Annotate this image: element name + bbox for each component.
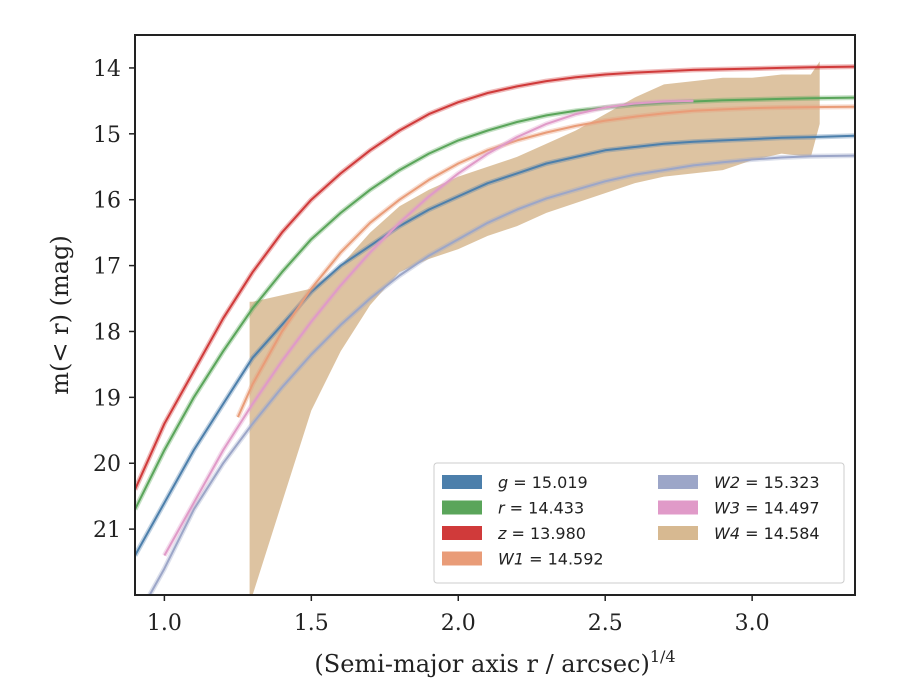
legend-box (433, 462, 845, 584)
y-tick-label: 14 (93, 57, 121, 82)
series-line-z (135, 65, 855, 491)
legend-label-w4: W4 = 14.584 (714, 524, 820, 543)
legend-swatch-w1 (442, 551, 482, 566)
y-axis-label: m(< r) (mag) (46, 235, 74, 394)
series-line-w1 (236, 105, 855, 418)
x-tick-label: 1.0 (147, 611, 182, 636)
y-tick-label: 15 (93, 123, 121, 148)
legend-swatch-w3 (658, 500, 698, 515)
ticks-layer: 1.0 1.5 2.0 2.5 3.0 14 15 16 17 18 19 20 21 (93, 57, 770, 636)
legend-swatch-r (442, 500, 482, 515)
x-tick-label: 1.5 (294, 611, 329, 636)
x-tick-label: 2.0 (441, 611, 476, 636)
y-tick-label: 16 (93, 189, 121, 214)
y-tick-label: 18 (93, 320, 121, 345)
legend-label-z: z = 13.980 (497, 524, 586, 543)
legend-swatch-g (442, 475, 482, 489)
plot-frame (134, 34, 856, 596)
legend-label-g: g = 15.019 (498, 473, 588, 492)
x-axis-label: (Semi-major axis r / arcsec)1/4 (314, 647, 675, 678)
series-line-w3 (163, 99, 694, 556)
y-tick-label: 19 (93, 386, 121, 411)
x-tick-label: 2.5 (588, 611, 623, 636)
legend-label-r: r = 14.433 (498, 499, 584, 518)
legend-swatch-w2 (658, 475, 698, 489)
data-layer (135, 61, 855, 595)
series-line-g (135, 134, 855, 556)
legend-label-w2: W2 = 15.323 (714, 473, 820, 492)
x-axis-label-exponent: 1/4 (650, 647, 676, 666)
legend-swatch-z (442, 526, 482, 540)
y-tick-label: 21 (93, 518, 121, 543)
x-tick-label: 3.0 (735, 611, 770, 636)
series-line-w2 (148, 154, 855, 595)
y-tick-label: 20 (93, 452, 121, 477)
y-tick-label: 17 (93, 255, 121, 280)
legend: g = 15.019 r = 14.433 z = 13.980 W1 = 14.59… (433, 462, 845, 584)
legend-swatch-w4 (658, 526, 698, 540)
legend-label-w3: W3 = 14.497 (714, 499, 820, 518)
legend-label-w1: W1 = 14.592 (498, 550, 604, 569)
series-line-r (135, 96, 855, 510)
